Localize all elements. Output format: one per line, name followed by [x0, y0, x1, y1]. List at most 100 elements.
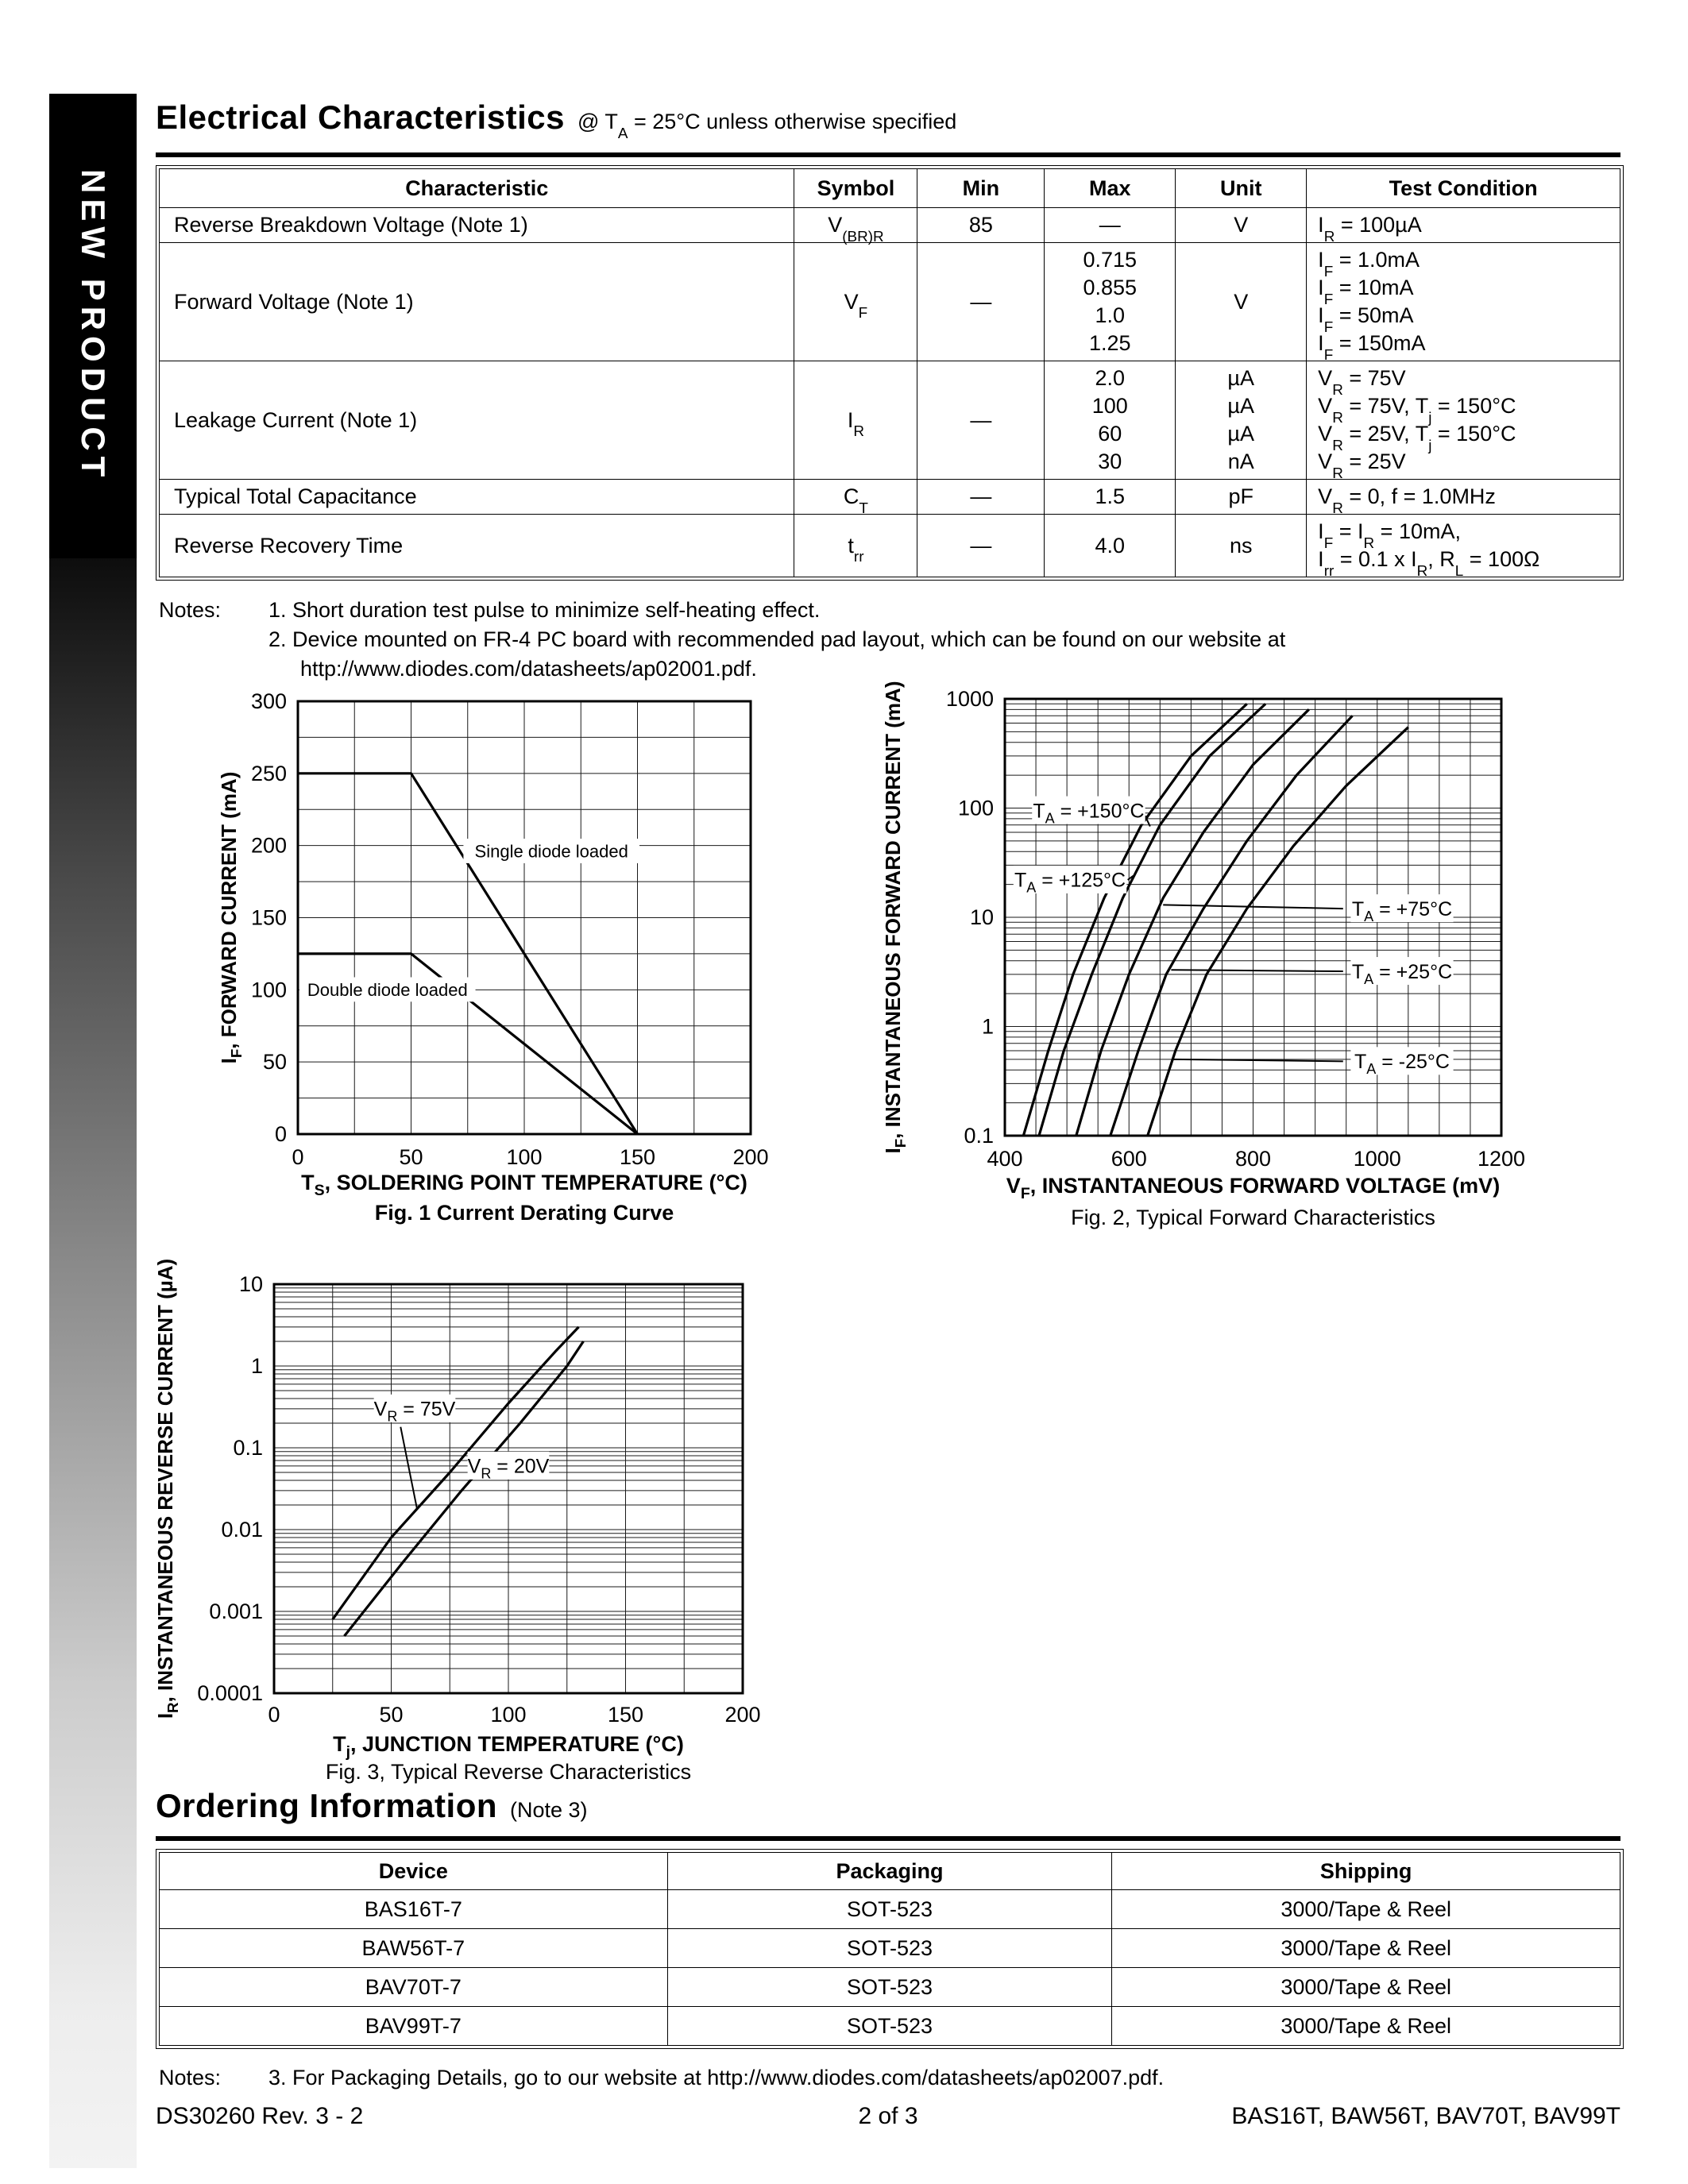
table-cell: Leakage Current (Note 1)	[158, 361, 795, 480]
y-tick-label: 10	[970, 905, 994, 929]
y-axis-title: IF, INSTANTANEOUS FORWARD CURRENT (mA)	[881, 681, 909, 1154]
table-cell: V	[1175, 207, 1308, 243]
x-tick-label: 400	[987, 1147, 1022, 1171]
series-line	[1109, 715, 1354, 1136]
table-cell: V	[1175, 242, 1308, 361]
x-axis-title: VF, INSTANTANEOUS FORWARD VOLTAGE (mV)	[1006, 1174, 1500, 1202]
note-link[interactable]: http://www.diodes.com/datasheets/ap02001…	[300, 657, 757, 681]
notes-list: 1. Short duration test pulse to minimize…	[268, 596, 1285, 684]
x-tick-label: 0	[268, 1703, 280, 1727]
table-cell: —	[917, 361, 1045, 480]
sidebar-gradient	[49, 558, 137, 2168]
packaging-note[interactable]: 3. For Packaging Details, go to our webs…	[268, 2066, 1165, 2089]
y-tick-label: 100	[958, 797, 994, 820]
table-row: Forward Voltage (Note 1) VF —0.715 0.855 1.0…	[158, 242, 1620, 363]
table-cell: Forward Voltage (Note 1)	[158, 242, 795, 361]
x-tick-label: 600	[1111, 1147, 1147, 1171]
table-cell: µA µA µA nA	[1175, 361, 1308, 480]
figure2-forward-characteristics-chart: 400 600 800 1000 1200 1000 100 10 1 0.1 TA = +150°…	[881, 681, 1525, 1230]
annotation: Single diode loaded	[475, 842, 628, 862]
x-tick-label: 1000	[1354, 1147, 1401, 1171]
table-cell: VR = 0, f = 1.0MHz	[1306, 479, 1620, 516]
table-cell: 85	[917, 207, 1045, 243]
table-cell: 3000/Tape & Reel	[1111, 1967, 1620, 2007]
figure3-reverse-characteristics-chart: 0 50 100 150 200 10 1 0.1 0.01 0.001 0.0001 VR = 75…	[153, 1259, 761, 1784]
y-tick-label: 1	[982, 1015, 994, 1039]
table-cell: 3000/Tape & Reel	[1111, 1889, 1620, 1929]
table-cell: —	[1044, 207, 1176, 243]
y-tick-label: 0	[275, 1122, 287, 1146]
notes-label: Notes:	[159, 598, 222, 622]
heading-rule	[156, 152, 1620, 157]
x-tick-label: 1200	[1477, 1147, 1525, 1171]
part-numbers: BAS16T, BAW56T, BAV70T, BAV99T	[1231, 2103, 1621, 2129]
table-cell: BAW56T-7	[159, 1928, 668, 1968]
table-cell: V(BR)R	[794, 207, 918, 245]
table-cell: IF = IR = 10mA, Irr = 0.1 x IR, RL = 100Ω	[1306, 514, 1620, 579]
table-row: Leakage Current (Note 1) IR —2.0 100 60 30 µA µ…	[158, 361, 1620, 481]
y-tick-label: 0.01	[221, 1518, 263, 1542]
table-cell: SOT-523	[666, 1928, 1113, 1968]
table-cell: 4.0	[1044, 514, 1176, 577]
annotation: VR = 20V	[468, 1456, 550, 1482]
series-line	[343, 1341, 585, 1637]
x-axis-title: Tj, JUNCTION TEMPERATURE (°C)	[333, 1732, 684, 1761]
y-tick-label: 0.1	[964, 1124, 994, 1148]
x-tick-label: 0	[292, 1145, 303, 1169]
y-axis-title: IF, FORWARD CURRENT (mA)	[217, 772, 245, 1064]
figure1-current-derating-chart: 0 50 100 150 200 0 50 100 150 200 250 300 Single dio…	[217, 689, 769, 1225]
table-row: Reverse Breakdown Voltage (Note 1) V(BR)R…	[158, 207, 1620, 245]
table-cell: Reverse Breakdown Voltage (Note 1)	[158, 207, 795, 243]
table-row: BAW56T-7 SOT-523 3000/Tape & Reel	[159, 1928, 1620, 1968]
table-row: Typical Total Capacitance CT —1.5 pF VR = 0,…	[158, 479, 1620, 516]
table-cell: BAV70T-7	[159, 1967, 668, 2007]
column-header: Test Condition	[1306, 168, 1620, 208]
table-cell: trr	[794, 514, 918, 577]
grid	[298, 701, 751, 1134]
table-cell: SOT-523	[666, 1889, 1113, 1929]
electrical-characteristics-table: Characteristic Symbol Min Max Unit Test Condi…	[156, 165, 1624, 581]
figure-caption: Fig. 3, Typical Reverse Characteristics	[326, 1760, 691, 1784]
ordering-notes: Notes: 3. For Packaging Details, go to o…	[159, 2063, 1164, 2093]
section-subtitle: @ TA = 25°C unless otherwise specified	[577, 110, 957, 142]
x-tick-label: 150	[620, 1145, 655, 1169]
x-axis-title: TS, SOLDERING POINT TEMPERATURE (°C)	[301, 1171, 747, 1199]
x-tick-label: 200	[724, 1703, 760, 1727]
table-cell: VR = 75V VR = 75V, Tj = 150°C VR = 25V, Tj…	[1306, 361, 1620, 481]
ordering-title: Ordering Information	[156, 1787, 497, 1824]
series-line	[298, 772, 639, 1135]
y-tick-label: 1	[251, 1354, 263, 1378]
table-cell: BAS16T-7	[159, 1889, 668, 1929]
column-header: Packaging	[666, 1852, 1113, 1890]
annotation: VR = 75V	[374, 1399, 456, 1425]
x-tick-label: 50	[379, 1703, 403, 1727]
table-cell: IF = 1.0mA IF = 10mA IF = 50mA IF = 150mA	[1306, 242, 1620, 363]
figure-caption: Fig. 1 Current Derating Curve	[375, 1201, 674, 1225]
x-tick-label: 800	[1235, 1147, 1271, 1171]
table-cell: 2.0 100 60 30	[1044, 361, 1176, 480]
table-cell: IR	[794, 361, 918, 480]
table-cell: VF	[794, 242, 918, 361]
table-cell: 0.715 0.855 1.0 1.25	[1044, 242, 1176, 361]
series-line	[1146, 726, 1409, 1136]
annotation: TA = -25°C	[1354, 1051, 1450, 1077]
page-number: 2 of 3	[858, 2103, 918, 2129]
document-number: DS30260 Rev. 3 - 2	[156, 2103, 364, 2129]
column-header: Device	[159, 1852, 668, 1890]
y-tick-label: 50	[263, 1050, 287, 1074]
x-tick-label: 200	[732, 1145, 768, 1169]
series-line	[1075, 708, 1310, 1136]
table-cell: Reverse Recovery Time	[158, 514, 795, 577]
y-tick-label: 300	[251, 689, 287, 713]
ordering-note: (Note 3)	[510, 1798, 588, 1822]
table-cell: 3000/Tape & Reel	[1111, 2006, 1620, 2046]
heading-rule	[156, 1836, 1620, 1841]
column-header: Characteristic	[158, 168, 795, 208]
series-line	[1037, 703, 1267, 1136]
grid	[274, 1284, 743, 1693]
column-header: Max	[1044, 168, 1176, 208]
ordering-information-heading: Ordering Information (Note 3)	[156, 1787, 588, 1825]
table-row: Reverse Recovery Time trr —4.0 ns IF = IR = …	[158, 514, 1620, 579]
table-cell: —	[917, 479, 1045, 515]
annotation: Double diode loaded	[307, 980, 468, 1000]
